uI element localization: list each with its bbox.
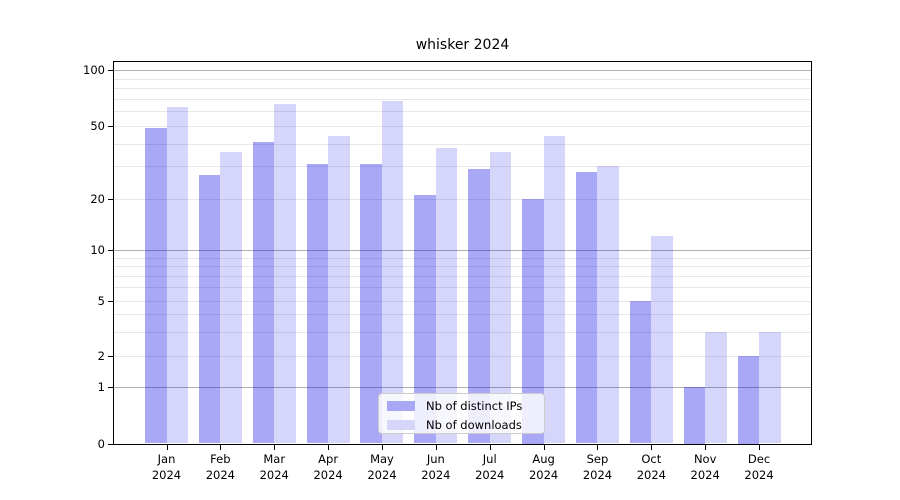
bar-downloads [274,103,296,444]
legend-swatch-downloads [387,419,415,430]
x-tick-label: Mar 2024 [259,452,289,482]
y-tick-label: 100 [83,63,105,77]
bar-distinct-ips [629,300,652,444]
gridline-minor [114,356,811,357]
x-tick-mark [274,445,276,450]
y-tick-label: 20 [90,191,105,206]
x-tick-mark [759,445,761,450]
gridline-minor [114,266,811,268]
bar-distinct-ips [468,169,490,444]
x-tick-mark [489,445,491,450]
x-tick-mark [543,445,545,450]
x-tick-label: Jul 2024 [475,452,505,482]
x-tick-label: Dec 2024 [744,452,774,482]
bar-downloads [543,136,566,444]
bar-distinct-ips [414,194,436,444]
bar-distinct-ips [145,127,167,444]
bar-downloads [166,107,188,444]
x-tick-label: Apr 2024 [313,452,343,482]
legend: Nb of distinct IPs Nb of downloads [378,393,545,434]
x-tick-mark [597,445,599,450]
bar-downloads [489,151,512,444]
bar-distinct-ips [575,171,598,444]
y-tick-label: 1 [97,380,105,394]
gridline-major [114,387,811,388]
legend-swatch-distinct-ips [387,400,415,411]
x-tick-mark [651,445,653,450]
legend-item-distinct-ips: Nb of distinct IPs [379,397,544,414]
chart-title: whisker 2024 [415,37,510,53]
x-tick-mark [705,445,707,450]
bar-downloads [705,331,727,444]
bar-downloads [328,136,350,444]
bar-downloads [651,236,673,444]
x-tick-mark [435,445,437,450]
gridline-major [114,70,811,71]
legend-item-downloads: Nb of downloads [379,416,544,433]
gridline-minor [114,287,811,289]
y-tick-label: 0 [97,437,105,451]
gridline-minor [114,126,811,127]
gridline-minor [114,198,811,200]
legend-label-distinct-ips: Nb of distinct IPs [426,398,523,413]
bar-downloads [597,166,619,444]
gridline-minor [114,276,811,278]
x-tick-mark [166,445,168,450]
x-tick-mark [220,445,222,450]
x-tick-label: Jan 2024 [151,452,182,482]
x-tick-mark [328,445,330,450]
x-tick-label: Oct 2024 [636,452,666,482]
gridline-minor [114,300,811,302]
bar-distinct-ips [252,141,275,444]
bar-distinct-ips [360,163,382,444]
y-tick-mark [108,126,113,127]
gridline-minor [114,88,811,90]
x-tick-label: Aug 2024 [528,452,559,482]
gridline-minor [114,111,811,113]
gridline-minor [114,331,811,333]
y-tick-mark [108,444,113,445]
x-tick-label: Nov 2024 [690,452,720,482]
y-tick-mark [108,250,113,251]
bar-distinct-ips [306,163,329,444]
x-tick-label: Feb 2024 [205,452,235,482]
bar-distinct-ips [198,174,221,444]
bar-downloads [759,331,781,444]
bar-downloads [381,101,404,444]
x-tick-label: Jun 2024 [421,452,451,482]
gridline-minor [114,166,811,168]
x-tick-label: Sep 2024 [582,452,613,482]
y-tick-label: 10 [90,243,105,257]
x-tick-label: May 2024 [367,452,397,482]
gridline-minor [114,314,811,316]
y-tick-label: 50 [90,119,105,133]
bar-distinct-ips [683,387,706,444]
bar-downloads [435,147,458,444]
bar-distinct-ips [522,198,544,444]
legend-label-downloads: Nb of downloads [426,417,522,432]
y-tick-label: 2 [97,349,105,363]
gridline-minor [114,78,811,80]
gridline-minor [114,143,811,145]
y-tick-mark [108,387,113,388]
x-tick-mark [381,445,383,450]
y-tick-mark [108,356,113,357]
gridline-major [114,250,811,251]
y-tick-label: 5 [97,293,105,308]
bar-downloads [220,151,242,444]
y-tick-mark [108,198,113,200]
gridline-minor [114,98,811,100]
bar-distinct-ips [737,356,760,444]
y-tick-mark [108,300,113,302]
gridline-minor [114,257,811,259]
y-tick-mark [108,70,113,71]
